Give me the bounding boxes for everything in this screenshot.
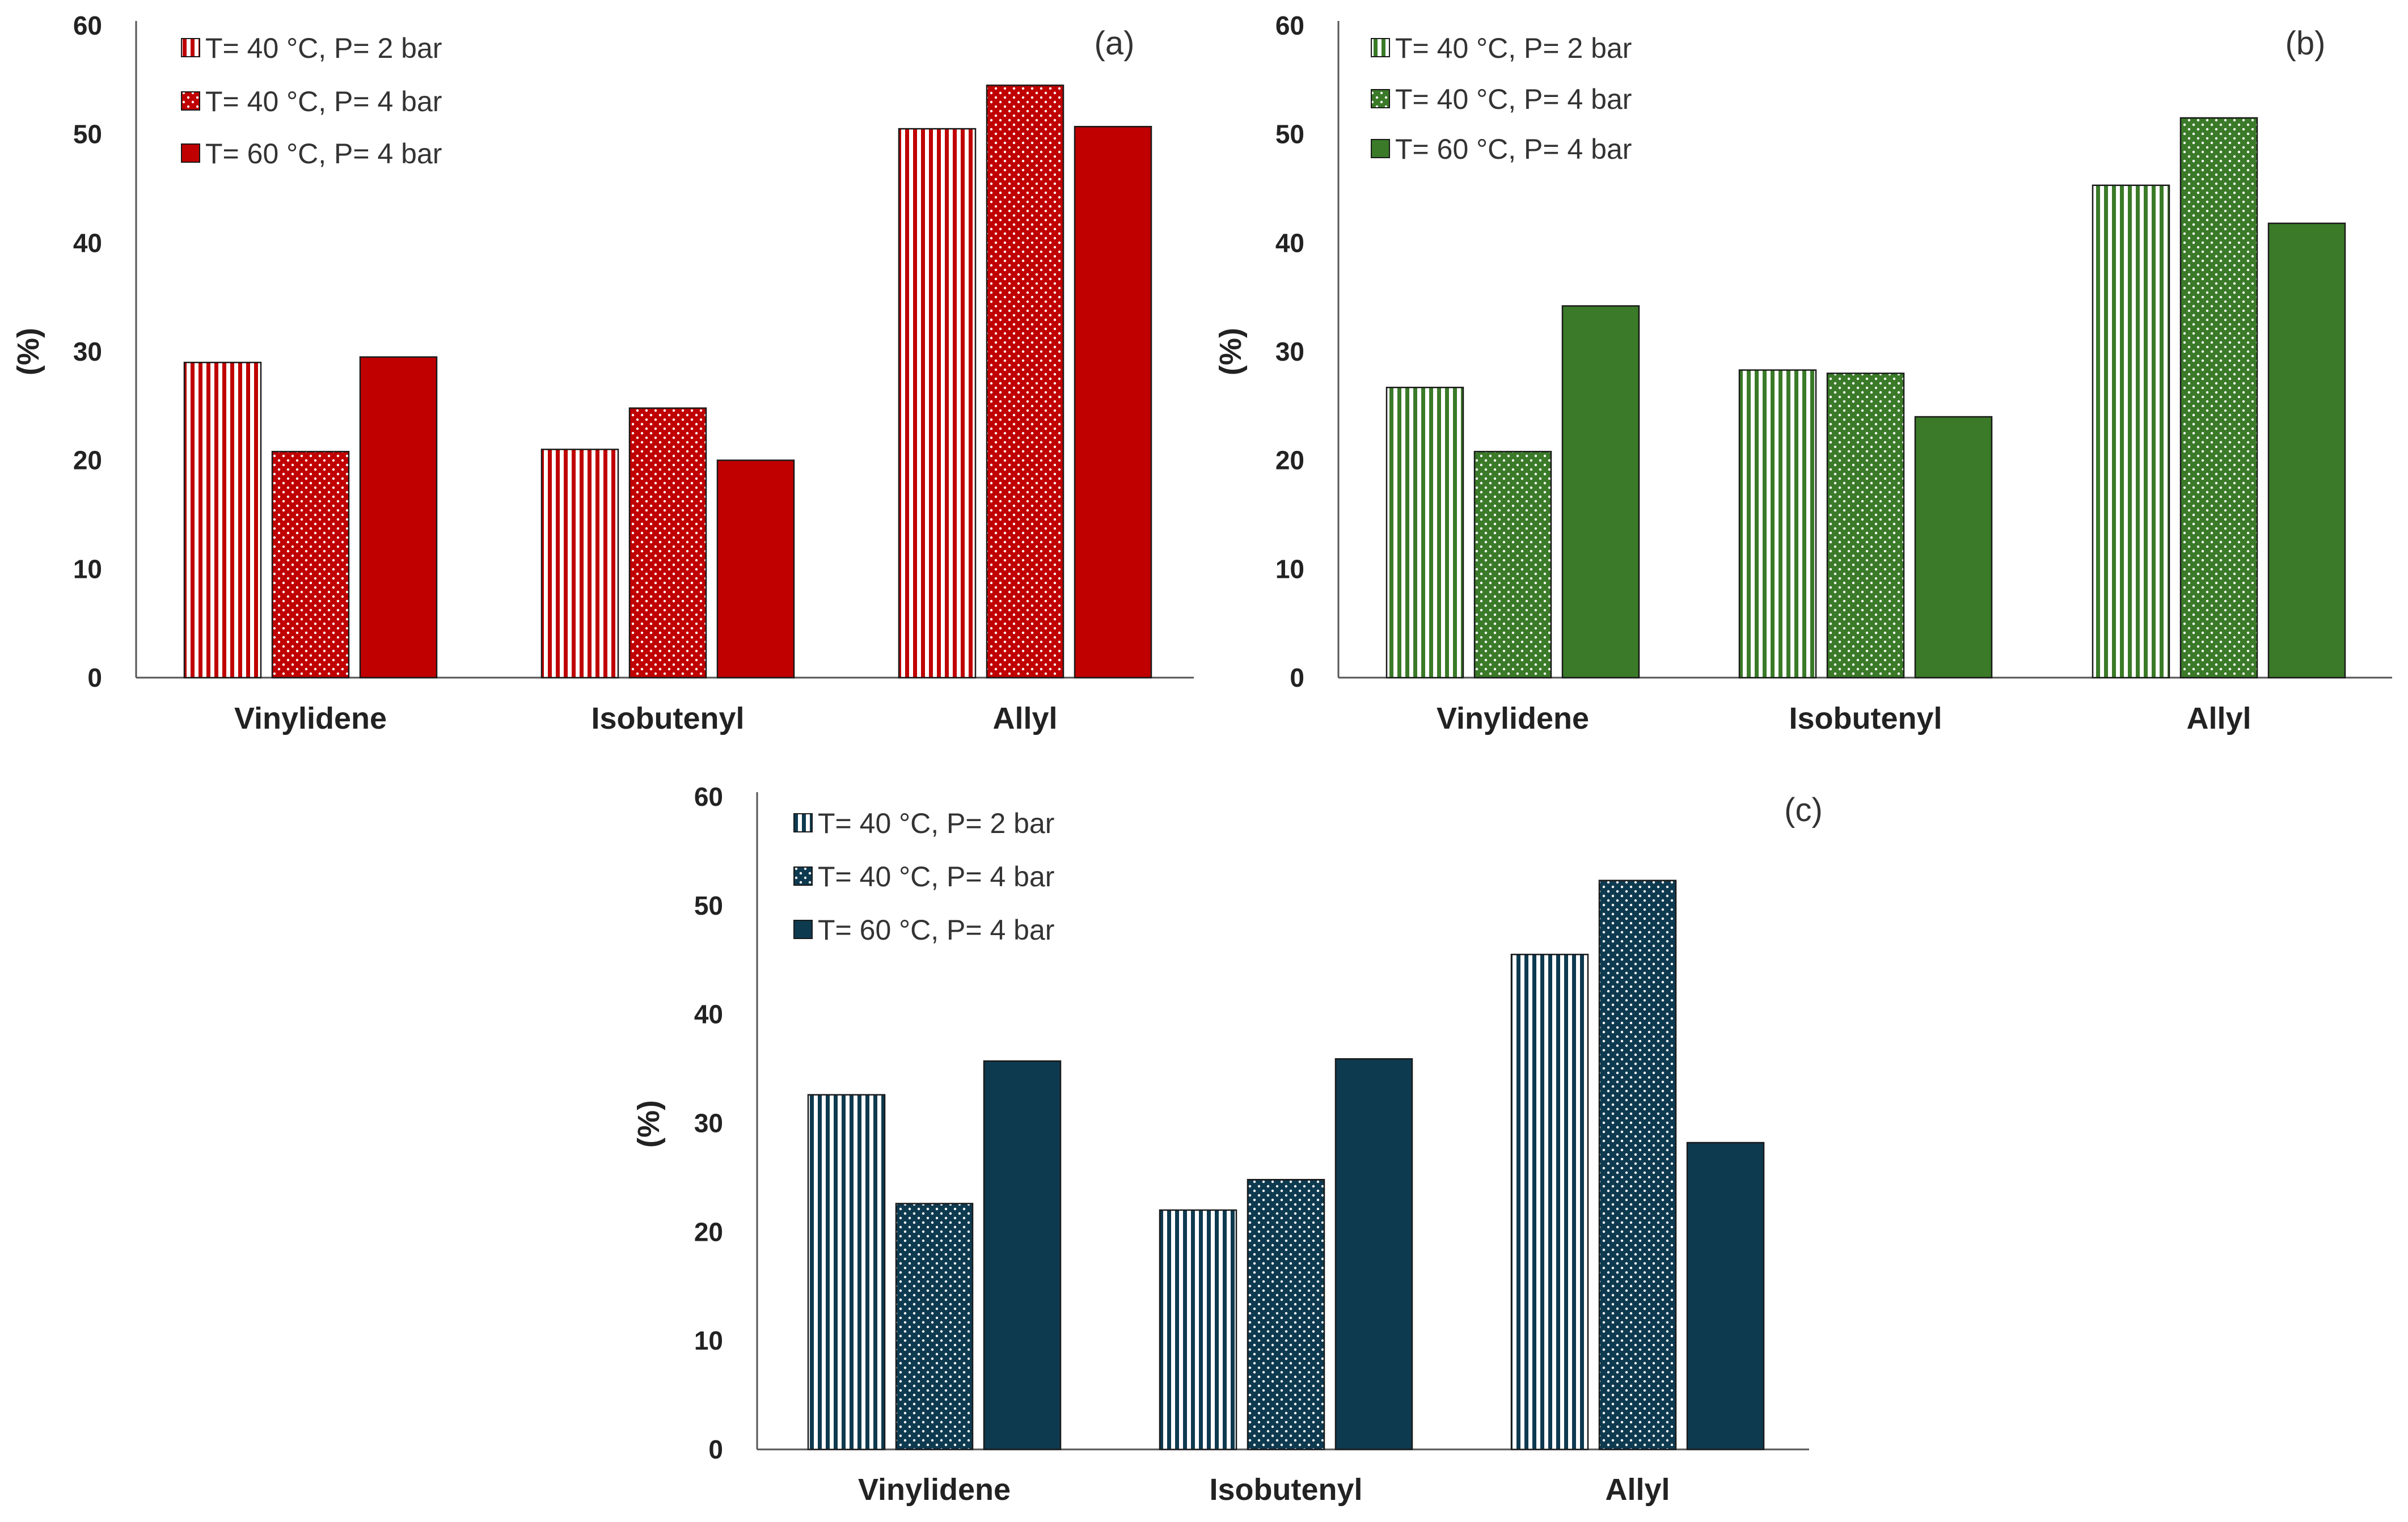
x-category-label: Vinylidene xyxy=(234,701,387,735)
y-tick-label: 0 xyxy=(87,663,102,692)
legend-swatch xyxy=(1371,38,1390,57)
y-tick-label: 60 xyxy=(73,11,102,40)
y-tick-label: 20 xyxy=(694,1217,723,1246)
bar-isobutenyl-series-2 xyxy=(1826,373,1905,679)
y-axis-label: (%) xyxy=(632,1100,666,1148)
bar-isobutenyl-series-2 xyxy=(628,407,707,679)
bar-allyl-series-3 xyxy=(1686,1142,1765,1451)
legend-label: T= 60 °C, P= 4 bar xyxy=(1395,133,1632,165)
bar-allyl-series-1 xyxy=(2092,184,2170,679)
bar-vinylidene-series-3 xyxy=(359,356,438,679)
legend-label: T= 60 °C, P= 4 bar xyxy=(205,138,442,170)
y-tick-label: 10 xyxy=(694,1326,723,1355)
bar-vinylidene-series-3 xyxy=(983,1060,1062,1451)
legend-label: T= 60 °C, P= 4 bar xyxy=(818,914,1054,946)
bar-isobutenyl-series-3 xyxy=(716,459,795,679)
x-category-label: Isobutenyl xyxy=(1789,701,1942,735)
legend-swatch xyxy=(181,143,200,163)
legend-swatch xyxy=(793,813,813,832)
y-tick-label: 30 xyxy=(694,1109,723,1138)
chart-panel-2: 0 10 20 30 40 50 60 (%) Vinylidene Isobutenyl Ally… xyxy=(632,782,1823,1507)
legend-label: T= 40 °C, P= 2 bar xyxy=(1395,32,1632,64)
bar-vinylidene-series-1 xyxy=(807,1094,886,1451)
bar-isobutenyl-series-1 xyxy=(540,449,619,679)
legend-swatch xyxy=(181,91,200,111)
y-tick-label: 10 xyxy=(1275,554,1304,584)
bar-isobutenyl-series-2 xyxy=(1247,1179,1325,1451)
legend-label: T= 40 °C, P= 2 bar xyxy=(205,32,442,64)
bar-allyl-series-2 xyxy=(986,84,1064,679)
legend-swatch xyxy=(1371,139,1390,158)
x-category-label: Allyl xyxy=(992,701,1057,735)
legend-label: T= 40 °C, P= 4 bar xyxy=(818,861,1054,893)
y-tick-label: 40 xyxy=(73,228,102,257)
y-tick-label: 20 xyxy=(73,446,102,475)
bar-isobutenyl-series-3 xyxy=(1334,1058,1413,1451)
legend-label: T= 40 °C, P= 4 bar xyxy=(1395,83,1632,115)
bar-isobutenyl-series-1 xyxy=(1738,369,1817,679)
y-tick-label: 20 xyxy=(1275,446,1304,475)
y-tick-label: 60 xyxy=(1275,11,1304,40)
bar-vinylidene-series-1 xyxy=(183,361,262,679)
y-tick-label: 50 xyxy=(694,891,723,920)
legend-swatch xyxy=(181,38,200,57)
chart-panel-0: 0 10 20 30 40 50 60 (%) Vinylidene Isobutenyl Ally… xyxy=(11,11,1194,735)
legend: T= 40 °C, P= 2 bar T= 40 °C, P= 4 bar T= 6… xyxy=(181,32,442,170)
bar-allyl-series-2 xyxy=(2179,117,2258,679)
bar-allyl-series-2 xyxy=(1598,880,1677,1451)
y-tick-label: 0 xyxy=(708,1435,723,1464)
y-tick-label: 60 xyxy=(694,782,723,811)
y-tick-label: 50 xyxy=(1275,120,1304,149)
legend-swatch xyxy=(793,866,813,886)
x-category-label: Vinylidene xyxy=(1437,701,1589,735)
y-tick-label: 30 xyxy=(1275,337,1304,366)
y-tick-label: 40 xyxy=(1275,228,1304,257)
bar-vinylidene-series-1 xyxy=(1385,387,1464,679)
panel-label: (b) xyxy=(2286,25,2326,62)
legend: T= 40 °C, P= 2 bar T= 40 °C, P= 4 bar T= 6… xyxy=(793,807,1054,946)
y-tick-label: 40 xyxy=(694,1000,723,1029)
x-category-label: Allyl xyxy=(1605,1473,1670,1507)
bar-allyl-series-1 xyxy=(898,128,977,679)
bar-isobutenyl-series-3 xyxy=(1914,416,1993,679)
bar-allyl-series-1 xyxy=(1510,953,1589,1451)
bar-vinylidene-series-2 xyxy=(1473,451,1552,679)
y-tick-label: 50 xyxy=(73,120,102,149)
bar-vinylidene-series-2 xyxy=(895,1203,974,1451)
legend-label: T= 40 °C, P= 4 bar xyxy=(205,86,442,117)
bar-isobutenyl-series-1 xyxy=(1159,1209,1237,1451)
legend-label: T= 40 °C, P= 2 bar xyxy=(818,807,1054,839)
y-axis-label: (%) xyxy=(11,328,45,375)
x-category-label: Isobutenyl xyxy=(1209,1473,1362,1507)
y-axis-label: (%) xyxy=(1214,328,1248,375)
x-category-label: Allyl xyxy=(2186,701,2251,735)
bar-vinylidene-series-2 xyxy=(271,451,350,679)
legend-swatch xyxy=(1371,89,1390,108)
bar-vinylidene-series-3 xyxy=(1561,305,1640,679)
y-tick-label: 10 xyxy=(73,554,102,584)
legend-swatch xyxy=(793,920,813,939)
chart-panel-1: 0 10 20 30 40 50 60 (%) Vinylidene Isobutenyl Ally… xyxy=(1214,11,2392,735)
legend: T= 40 °C, P= 2 bar T= 40 °C, P= 4 bar T= 6… xyxy=(1371,32,1632,165)
x-category-label: Vinylidene xyxy=(858,1473,1011,1507)
bar-allyl-series-3 xyxy=(1074,126,1152,679)
y-tick-label: 0 xyxy=(1290,663,1304,692)
panel-label: (c) xyxy=(1784,792,1823,828)
panel-label: (a) xyxy=(1095,25,1135,62)
x-category-label: Isobutenyl xyxy=(591,701,744,735)
y-tick-label: 30 xyxy=(73,337,102,366)
bar-allyl-series-3 xyxy=(2267,222,2346,679)
